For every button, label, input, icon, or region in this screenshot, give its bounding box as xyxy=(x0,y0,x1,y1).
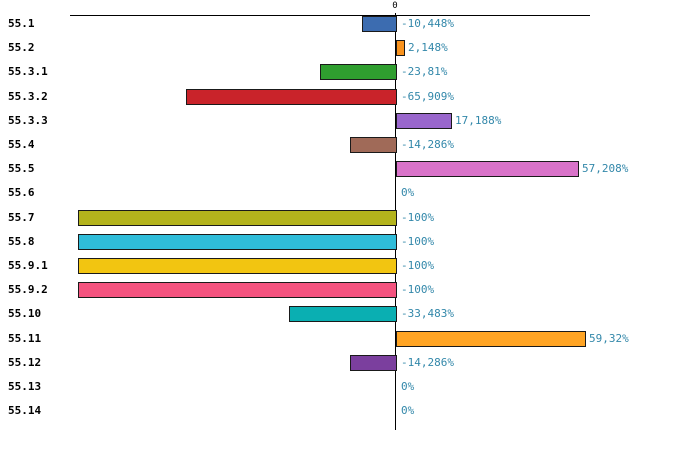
chart-row: 55.12 -14,286% xyxy=(0,355,700,371)
value-label: 2,148% xyxy=(408,41,448,54)
category-label: 55.6 xyxy=(8,186,35,199)
chart-row: 55.8 -100% xyxy=(0,234,700,250)
chart-row: 55.9.1 -100% xyxy=(0,258,700,274)
value-label: -100% xyxy=(401,235,435,248)
bar xyxy=(78,210,397,226)
bar xyxy=(320,64,397,80)
zero-tick-label: 0 xyxy=(392,1,398,11)
category-label: 55.12 xyxy=(8,356,42,369)
chart-row: 55.2 2,148% xyxy=(0,40,700,56)
category-label: 55.10 xyxy=(8,307,42,320)
chart-row: 55.3.3 17,188% xyxy=(0,113,700,129)
value-label: -14,286% xyxy=(401,138,454,151)
category-label: 55.1 xyxy=(8,17,35,30)
bar xyxy=(350,355,397,371)
chart-row: 55.14 0% xyxy=(0,403,700,418)
category-label: 55.8 xyxy=(8,235,35,248)
bar xyxy=(350,137,397,153)
chart-row: 55.6 0% xyxy=(0,185,700,200)
category-label: 55.13 xyxy=(8,380,42,393)
value-label: -100% xyxy=(401,211,435,224)
bar xyxy=(78,258,397,274)
value-label: -100% xyxy=(401,283,435,296)
category-label: 55.5 xyxy=(8,162,35,175)
category-label: 55.3.2 xyxy=(8,90,48,103)
value-label: -65,909% xyxy=(401,90,454,103)
bar xyxy=(396,161,579,177)
chart-row: 55.10 -33,483% xyxy=(0,306,700,322)
value-label: -33,483% xyxy=(401,307,454,320)
value-label: 59,32% xyxy=(589,332,629,345)
category-label: 55.9.2 xyxy=(8,283,48,296)
chart-row: 55.1 -10,448% xyxy=(0,16,700,32)
bar xyxy=(78,282,397,298)
value-label: -100% xyxy=(401,259,435,272)
category-label: 55.3.1 xyxy=(8,65,48,78)
category-label: 55.9.1 xyxy=(8,259,48,272)
bar xyxy=(396,113,452,129)
value-label: 0% xyxy=(401,186,415,199)
bar xyxy=(78,234,397,250)
bar xyxy=(289,306,397,322)
chart-row: 55.3.1 -23,81% xyxy=(0,64,700,80)
chart-row: 55.11 59,32% xyxy=(0,331,700,347)
value-label: 17,188% xyxy=(455,114,502,127)
bar xyxy=(186,89,397,105)
category-label: 55.2 xyxy=(8,41,35,54)
category-label: 55.14 xyxy=(8,404,42,417)
top-axis-line xyxy=(70,15,590,16)
category-label: 55.3.3 xyxy=(8,114,48,127)
bar xyxy=(396,331,586,347)
value-label: -10,448% xyxy=(401,17,454,30)
value-label: 57,208% xyxy=(582,162,629,175)
category-label: 55.11 xyxy=(8,332,42,345)
chart-row: 55.13 0% xyxy=(0,379,700,394)
chart-row: 55.4 -14,286% xyxy=(0,137,700,153)
bar xyxy=(396,40,405,56)
value-label: -23,81% xyxy=(401,65,448,78)
value-label: 0% xyxy=(401,404,415,417)
category-label: 55.7 xyxy=(8,211,35,224)
value-label: 0% xyxy=(401,380,415,393)
bar xyxy=(362,16,397,32)
value-label: -14,286% xyxy=(401,356,454,369)
chart-row: 55.7 -100% xyxy=(0,210,700,226)
chart-row: 55.9.2 -100% xyxy=(0,282,700,298)
chart-row: 55.5 57,208% xyxy=(0,161,700,177)
category-label: 55.4 xyxy=(8,138,35,151)
chart-row: 55.3.2 -65,909% xyxy=(0,89,700,105)
